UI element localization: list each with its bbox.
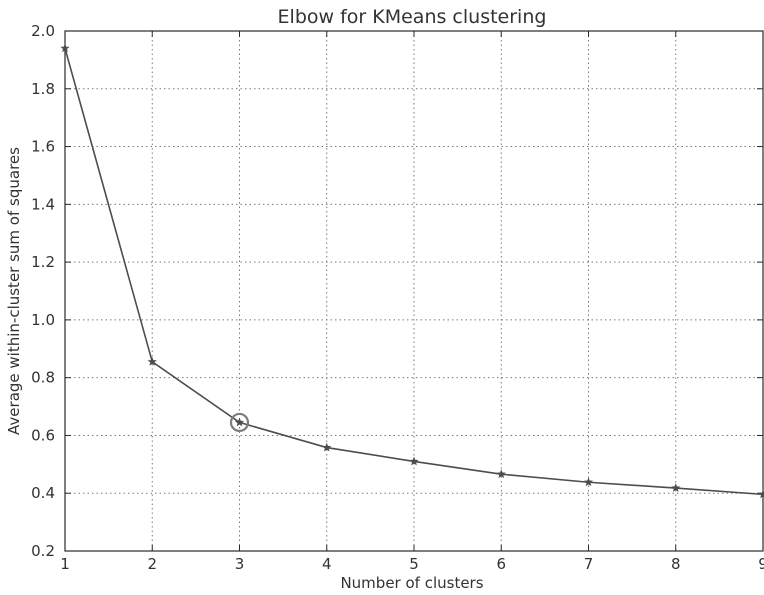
grid [64,30,764,552]
annotation-group [229,412,250,433]
data-point [758,489,764,499]
data-point [496,469,506,479]
y-tick-label: 0.2 [31,542,55,560]
x-tick-label: 2 [147,555,157,573]
x-tick-label: 7 [584,555,594,573]
y-tick-label: 0.6 [31,426,55,444]
data-point [147,356,157,366]
x-tick-label: 9 [758,555,764,573]
y-tick-label: 0.8 [31,369,55,387]
data-point [583,477,594,487]
x-tick-label: 8 [671,555,681,573]
x-ticks: 1 2 3 4 5 6 7 8 9 [60,31,764,573]
x-tick-label: 4 [322,555,332,573]
series-group [60,43,764,499]
plot-frame [64,30,764,552]
y-ticks: 0.2 0.4 0.6 0.8 1.0 1.2 1.4 1.6 1.8 2.0 [31,22,763,560]
data-point [322,442,332,452]
chart-title: Elbow for KMeans clustering [278,6,547,28]
y-tick-label: 0.4 [31,484,55,502]
y-tick-label: 1.6 [31,138,55,156]
x-tick-label: 3 [235,555,245,573]
y-tick-label: 1.4 [31,195,55,213]
elbow-highlight-circle [229,412,250,433]
x-tick-label: 1 [60,555,70,573]
y-axis-label: Average within-cluster sum of squares [5,147,23,435]
data-point [234,417,245,427]
data-point [671,483,681,492]
y-tick-label: 1.0 [31,311,55,329]
data-point [409,456,419,466]
x-tick-label: 5 [409,555,419,573]
data-point [60,43,70,53]
x-tick-label: 6 [496,555,506,573]
y-tick-label: 1.2 [31,253,55,271]
x-axis-label: Number of clusters [340,574,483,592]
y-tick-label: 1.8 [31,80,55,98]
y-tick-label: 2.0 [31,22,55,40]
